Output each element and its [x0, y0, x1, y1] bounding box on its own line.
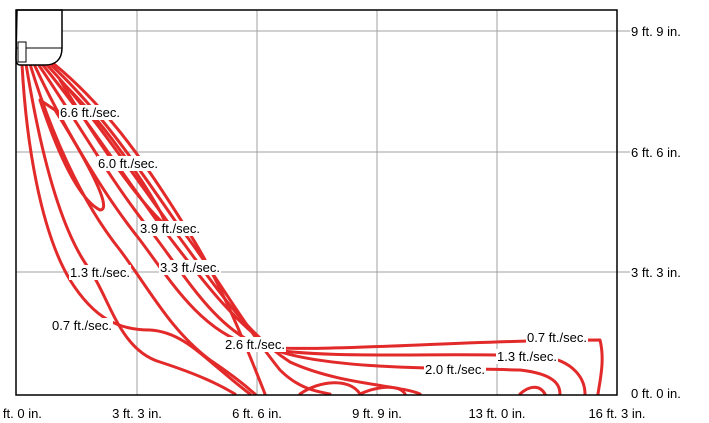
- x-axis-label: 9 ft. 9 in.: [352, 406, 402, 421]
- contour-label: 6.0 ft./sec.: [98, 156, 158, 171]
- label-background: [139, 221, 201, 236]
- contour-label: 3.9 ft./sec.: [140, 221, 200, 236]
- label-background: [526, 330, 588, 345]
- contour-label: 3.3 ft./sec.: [160, 260, 220, 275]
- x-axis-label: 0 ft. 0 in.: [0, 406, 42, 421]
- unit-louver: [17, 41, 27, 63]
- ac-unit: [15, 9, 63, 66]
- contour-label: 0.7 ft./sec.: [527, 330, 587, 345]
- label-background: [51, 318, 113, 333]
- label-background: [69, 265, 131, 280]
- contour: [298, 381, 362, 396]
- contour-label: 1.3 ft./sec.: [497, 349, 557, 364]
- label-background: [496, 349, 558, 364]
- contour-label: 1.3 ft./sec.: [70, 265, 130, 280]
- labels: 9 ft. 9 in. 6 ft. 6 in. 3 ft. 3 in. 0 ft. 0…: [0, 24, 681, 421]
- label-background: [59, 105, 121, 120]
- x-axis-label: 16 ft. 3 in.: [588, 406, 645, 421]
- contour: [24, 62, 237, 396]
- contour: [518, 385, 547, 396]
- contour: [358, 385, 407, 396]
- plot-frame: [15, 9, 618, 396]
- label-background: [97, 156, 159, 171]
- contour-label: 2.6 ft./sec.: [225, 337, 285, 352]
- x-axis-label: 13 ft. 0 in.: [468, 406, 525, 421]
- contour-label: 2.0 ft./sec.: [425, 362, 485, 377]
- label-background: [424, 362, 486, 377]
- label-background: [159, 260, 221, 275]
- contour-label: 6.6 ft./sec.: [60, 105, 120, 120]
- y-axis-label: 9 ft. 9 in.: [631, 24, 681, 39]
- y-axis-label: 3 ft. 3 in.: [631, 265, 681, 280]
- contour: [48, 62, 332, 396]
- contour: [44, 62, 422, 396]
- y-axis-label: 6 ft. 6 in.: [631, 145, 681, 160]
- y-axis-label: 0 ft. 0 in.: [631, 386, 681, 401]
- contour: [38, 98, 106, 212]
- x-axis-label: 3 ft. 3 in.: [112, 406, 162, 421]
- contour: [20, 62, 252, 396]
- x-axis-label: 6 ft. 6 in.: [232, 406, 282, 421]
- contour: [28, 62, 257, 396]
- label-background: [224, 337, 286, 352]
- contour-label: 0.7 ft./sec.: [52, 318, 112, 333]
